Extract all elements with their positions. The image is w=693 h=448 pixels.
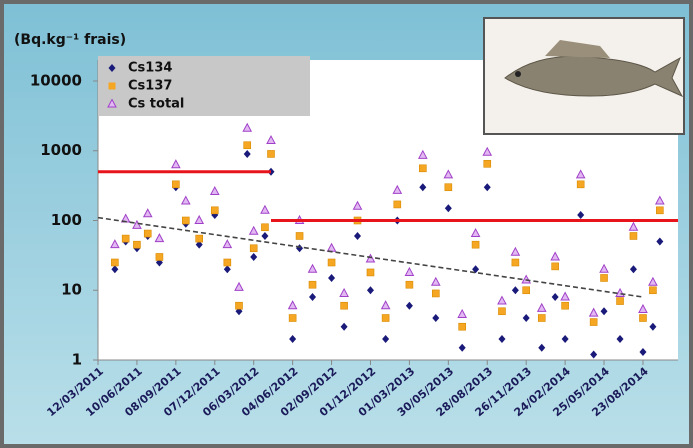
point <box>484 160 491 167</box>
point <box>309 281 316 288</box>
legend-label: Cs total <box>128 97 184 112</box>
point <box>601 274 608 281</box>
legend-label: Cs134 <box>128 61 172 76</box>
point <box>498 308 505 315</box>
point <box>367 269 374 276</box>
point <box>261 224 268 231</box>
y-tick-label: 100 <box>51 211 82 229</box>
point <box>341 302 348 309</box>
point <box>459 323 466 330</box>
chart-title: (Bq.kg⁻¹ frais) <box>14 32 126 48</box>
y-tick-label: 10 <box>61 281 82 299</box>
point <box>144 230 151 237</box>
point <box>224 259 231 266</box>
point <box>523 287 530 294</box>
point <box>445 184 452 191</box>
point <box>577 181 584 188</box>
point <box>538 315 545 322</box>
point <box>419 165 426 172</box>
point <box>432 290 439 297</box>
point <box>406 281 413 288</box>
point <box>649 287 656 294</box>
point <box>268 150 275 157</box>
y-tick-label: 1000 <box>40 141 82 159</box>
y-tick-label: 10000 <box>30 71 82 89</box>
fish-photo <box>484 18 684 134</box>
point <box>562 302 569 309</box>
legend-marker <box>109 83 116 90</box>
y-tick-label: 1 <box>72 351 82 369</box>
point <box>182 217 189 224</box>
point <box>250 245 257 252</box>
point <box>289 315 296 322</box>
point <box>617 298 624 305</box>
point <box>196 235 203 242</box>
point <box>639 315 646 322</box>
point <box>296 232 303 239</box>
chart: (Bq.kg⁻¹ frais) 11010010001000012/03/201… <box>0 0 693 448</box>
point <box>656 207 663 214</box>
point <box>590 319 597 326</box>
legend-label: Cs137 <box>128 79 172 94</box>
point <box>328 259 335 266</box>
point <box>172 181 179 188</box>
point <box>630 232 637 239</box>
point <box>111 259 118 266</box>
point <box>394 201 401 208</box>
point <box>156 253 163 260</box>
point <box>552 263 559 270</box>
point <box>382 315 389 322</box>
point <box>133 241 140 248</box>
point <box>244 142 251 149</box>
point <box>122 235 129 242</box>
point <box>512 259 519 266</box>
point <box>235 302 242 309</box>
point <box>211 207 218 214</box>
point <box>472 241 479 248</box>
